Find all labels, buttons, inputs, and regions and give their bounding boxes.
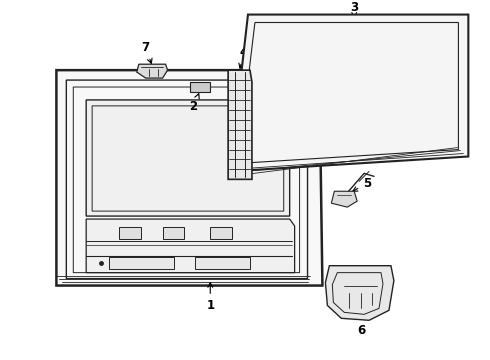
Polygon shape bbox=[230, 14, 468, 171]
Polygon shape bbox=[325, 266, 394, 320]
Bar bbox=[119, 227, 141, 239]
Polygon shape bbox=[191, 82, 210, 92]
Polygon shape bbox=[56, 70, 322, 285]
Bar bbox=[109, 257, 173, 269]
Text: 4: 4 bbox=[239, 46, 248, 68]
Polygon shape bbox=[228, 70, 252, 179]
Text: 6: 6 bbox=[357, 314, 365, 337]
Polygon shape bbox=[86, 100, 290, 216]
Text: 5: 5 bbox=[353, 177, 371, 191]
Bar bbox=[210, 227, 232, 239]
Text: 7: 7 bbox=[142, 41, 152, 63]
Text: 1: 1 bbox=[206, 283, 214, 312]
Text: 2: 2 bbox=[189, 94, 199, 113]
Polygon shape bbox=[86, 219, 294, 273]
Text: 3: 3 bbox=[350, 1, 358, 17]
Polygon shape bbox=[137, 64, 168, 78]
Polygon shape bbox=[331, 191, 357, 207]
Bar bbox=[196, 257, 250, 269]
Bar bbox=[163, 227, 184, 239]
